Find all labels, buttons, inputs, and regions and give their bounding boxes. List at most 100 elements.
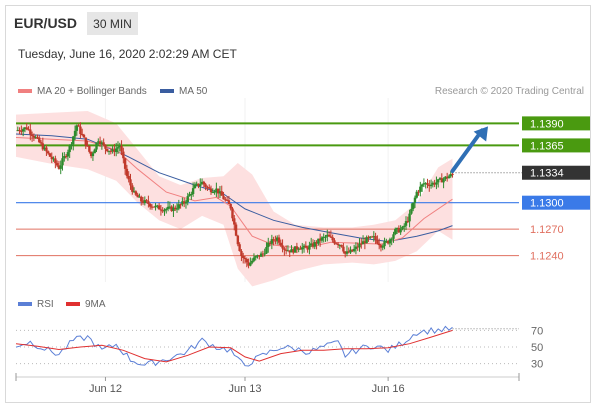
- candle-body: [313, 242, 316, 247]
- candle-body: [225, 199, 229, 201]
- level-tag-1.1365: [522, 138, 590, 153]
- level-label-1.1270: 1.1270: [530, 224, 564, 236]
- candle-body: [190, 194, 193, 196]
- candle-body: [365, 237, 368, 244]
- candle-body: [301, 247, 304, 250]
- candle-body: [442, 179, 445, 183]
- candle-body: [159, 209, 163, 211]
- candle-body: [347, 251, 350, 253]
- candle-body: [447, 176, 451, 179]
- candle-body: [113, 149, 116, 153]
- candle-body: [88, 145, 91, 152]
- candle-body: [70, 144, 73, 146]
- candle-body: [75, 125, 79, 131]
- rsi-tick-70: 70: [531, 325, 543, 337]
- ma9-legend-label: 9MA: [85, 299, 106, 310]
- candle-body: [352, 248, 356, 252]
- candle-body: [268, 242, 272, 244]
- candle-body: [191, 188, 195, 195]
- candle-body: [351, 249, 354, 252]
- candle-body: [91, 153, 95, 157]
- candle-body: [54, 158, 57, 164]
- timeframe-badge[interactable]: [87, 12, 138, 35]
- candle-body: [284, 249, 288, 251]
- level-tags: 1.1390 1.1365 1.1334 1.1300 1.1270 1.1240: [522, 116, 590, 263]
- candle-body: [220, 191, 223, 196]
- candle-body: [272, 239, 275, 241]
- candle-body: [256, 255, 259, 257]
- candle-body: [377, 243, 381, 246]
- candle-body: [131, 185, 134, 192]
- candle-body: [395, 227, 399, 229]
- candle-body: [32, 135, 36, 138]
- candle-body: [304, 245, 308, 248]
- candle-body: [245, 259, 248, 263]
- candle-body: [47, 151, 50, 154]
- timeframe-label[interactable]: 30 MIN: [93, 17, 132, 31]
- candle-body: [449, 173, 452, 177]
- candle-body: [106, 148, 109, 152]
- level-label-1.1365: 1.1365: [530, 140, 564, 152]
- candle-body: [343, 251, 347, 254]
- candle-body: [360, 243, 363, 245]
- candle-body: [433, 182, 436, 185]
- ma50-legend-label: MA 50: [179, 86, 208, 97]
- candle-body: [292, 249, 295, 253]
- candle-body: [148, 204, 152, 207]
- candle-body: [335, 243, 338, 245]
- candle-body: [327, 234, 331, 237]
- candle-body: [132, 191, 136, 193]
- candle-body: [242, 256, 245, 258]
- candle-body: [175, 208, 179, 210]
- candle-body: [204, 184, 207, 187]
- candle-body: [383, 241, 386, 247]
- candle-body: [247, 262, 250, 266]
- candle-body: [315, 242, 318, 244]
- candle-body: [123, 158, 127, 169]
- candle-body: [208, 187, 211, 189]
- candle-body: [97, 141, 100, 143]
- candle-body: [141, 201, 145, 204]
- candle-body: [277, 237, 281, 243]
- candle-body: [438, 178, 442, 180]
- candle-body: [293, 246, 297, 253]
- pair-title: EUR/USD: [14, 15, 77, 31]
- candle-body: [107, 150, 111, 152]
- candle-body: [410, 209, 413, 214]
- candles: [16, 122, 454, 269]
- candle-body: [358, 243, 361, 248]
- x-tick-label: Jun 13: [228, 383, 261, 395]
- candle-body: [265, 247, 268, 254]
- candle-body: [63, 156, 66, 159]
- candle-body: [188, 194, 191, 197]
- candle-body: [240, 251, 243, 257]
- candle-body: [150, 206, 154, 208]
- candle-body: [431, 182, 435, 185]
- candle-body: [23, 127, 27, 130]
- candle-body: [200, 181, 204, 185]
- candle-body: [451, 173, 454, 175]
- candle-body: [299, 248, 302, 250]
- candle-body: [318, 238, 322, 241]
- candle-body: [197, 183, 200, 186]
- candle-body: [55, 163, 59, 166]
- candle-body: [209, 188, 213, 193]
- candle-body: [342, 246, 345, 252]
- candle-body: [95, 142, 98, 150]
- candle-body: [254, 256, 257, 258]
- projection-arrow: [450, 126, 488, 173]
- chart-card: EUR/USD 30 MIN Tuesday, June 16, 2020 2:…: [5, 5, 591, 403]
- candle-body: [369, 236, 372, 238]
- candle-body: [413, 197, 417, 203]
- candle-body: [317, 238, 320, 244]
- candle-body: [145, 200, 148, 202]
- candle-body: [324, 236, 327, 238]
- candle-body: [27, 129, 30, 131]
- candle-body: [302, 245, 306, 248]
- candle-body: [372, 236, 376, 238]
- x-tick-label: Jun 12: [89, 383, 122, 395]
- level-tag-1.1300: [522, 195, 590, 210]
- candle-body: [116, 147, 120, 149]
- candle-body: [82, 134, 86, 138]
- candle-body: [21, 129, 25, 132]
